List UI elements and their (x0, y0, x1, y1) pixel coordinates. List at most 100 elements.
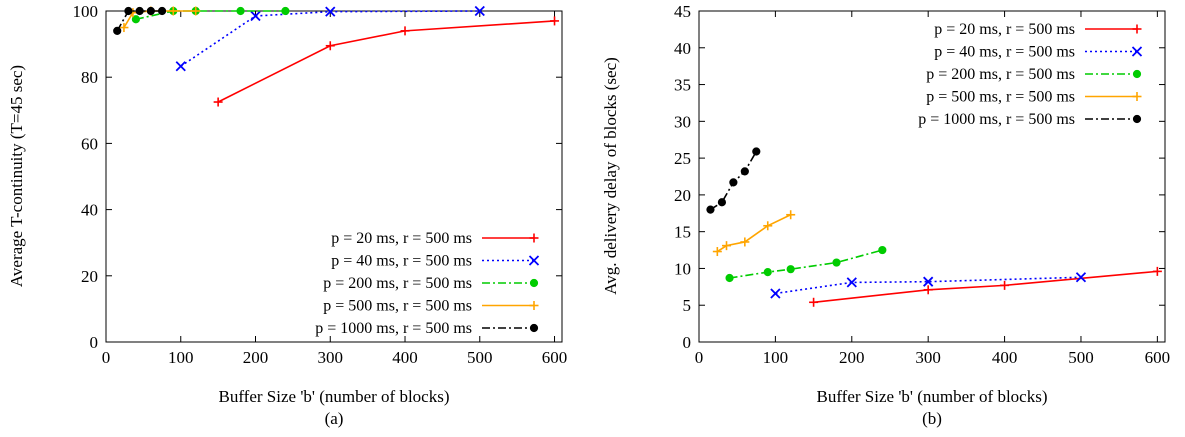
chart-a-x-axis-title: Buffer Size 'b' (number of blocks) (218, 387, 449, 406)
chart-a-data-point (213, 97, 223, 107)
chart-b-data-point (706, 205, 715, 214)
chart-b-data-point (846, 277, 857, 288)
chart-a-y-tick-label: 40 (81, 201, 98, 220)
chart-b-x-tick-label: 100 (763, 348, 789, 367)
chart-a-data-point (281, 6, 290, 16)
chart-b-data-point (729, 178, 738, 187)
chart-b-legend: p = 20 ms, r = 500 ms p = 40 ms, r = 500 … (918, 21, 1143, 128)
chart-a-data-point (550, 16, 560, 26)
chart-a-legend-marker (529, 278, 539, 288)
chart-b-data-point (722, 241, 732, 251)
chart-b-y-tick-label: 0 (683, 333, 692, 352)
chart-a-data-point (400, 26, 410, 36)
chart-b-x-tick-label: 200 (839, 348, 865, 367)
chart-a-data-point (135, 6, 144, 16)
chart-a-series-2 (175, 5, 485, 72)
chart-a-x-tick-label: 0 (102, 348, 111, 367)
chart-b-series-5 (706, 147, 761, 214)
chart-b-data-point (878, 245, 887, 255)
chart-b-y-tick-label: 25 (674, 149, 691, 168)
chart-b-x-tick-label: 300 (915, 348, 941, 367)
chart-b-series-4 (712, 210, 796, 257)
chart-b-series-line (775, 276, 1081, 295)
chart-b-data-point (786, 210, 796, 220)
chart-b-data-point (1152, 266, 1162, 276)
chart-a-legend-label: p = 20 ms, r = 500 ms (331, 230, 472, 247)
chart-a-y-tick-label: 100 (73, 2, 99, 21)
chart-a-y-tick-label: 60 (81, 134, 98, 153)
chart-b-data-point (923, 276, 934, 287)
chart-b-x-axis-title: Buffer Size 'b' (number of blocks) (816, 387, 1047, 406)
chart-a-data-point (236, 6, 245, 16)
chart-a-data-point (325, 41, 335, 51)
chart-a-y-axis-title: Average T-continuity (T=45 sec) (7, 65, 26, 287)
chart-a-data-point (250, 10, 261, 22)
chart-a-legend-marker (529, 301, 539, 310)
chart-b-data-point (717, 198, 727, 207)
chart-a-legend-marker (528, 255, 540, 266)
chart-b-legend-marker (1132, 24, 1142, 34)
chart-a-x-tick-label: 100 (168, 348, 194, 367)
chart-b-series-3 (725, 245, 887, 283)
chart-a-x-tick-label: 200 (243, 348, 269, 367)
chart-a-data-point (175, 61, 186, 72)
chart-b-data-point (740, 237, 750, 247)
chart-a-y-tick-label: 20 (81, 267, 98, 286)
chart-a-legend-label: p = 1000 ms, r = 500 ms (315, 320, 472, 337)
chart-b-data-point (786, 265, 795, 274)
chart-a-x-tick-label: 500 (467, 348, 493, 367)
chart-b-legend-marker (1132, 114, 1142, 124)
chart-b-plot: 0 100 200 300 400 500 600 0 5 10 15 20 25 30 35 40 45 p =… (674, 2, 1170, 367)
chart-b-legend-label: p = 20 ms, r = 500 ms (934, 21, 1075, 38)
chart-b-data-point (752, 147, 761, 156)
chart-b-sub-label: (b) (922, 409, 942, 428)
chart-b-legend-label: p = 1000 ms, r = 500 ms (918, 111, 1075, 128)
chart-b-legend-marker (1131, 46, 1143, 57)
chart-a-y-tick-label: 0 (90, 333, 99, 352)
chart-b-legend-label: p = 500 ms, r = 500 ms (926, 89, 1075, 106)
chart-a-legend-marker (529, 233, 539, 243)
chart-a-x-tick-label: 400 (392, 348, 418, 367)
chart-b-y-tick-label: 35 (674, 76, 691, 95)
chart-a-legend-label: p = 500 ms, r = 500 ms (323, 298, 472, 315)
chart-b-series-line (813, 270, 1158, 304)
chart-b-data-point (763, 221, 773, 231)
chart-b-data-point (832, 258, 841, 267)
chart-a-legend-label: p = 40 ms, r = 500 ms (331, 253, 472, 270)
chart-b-y-tick-label: 20 (674, 186, 691, 205)
chart-a-y-tick-label: 80 (81, 68, 98, 87)
chart-b-y-axis-title: Avg. delivery delay of blocks (sec) (601, 57, 620, 295)
chart-b-data-point (712, 247, 722, 257)
chart-b-y-tick-label: 40 (674, 39, 691, 58)
chart-a-data-point (113, 26, 122, 35)
chart-b-data-point (923, 285, 933, 295)
chart-b-plot-frame (698, 10, 1166, 343)
chart-a-series-1 (213, 16, 560, 107)
chart-a-data-point (474, 5, 485, 17)
chart-a-series-5 (113, 6, 167, 35)
chart-b-y-tick-label: 5 (683, 296, 692, 315)
chart-b-legend-marker (1132, 92, 1142, 101)
chart-a-legend: p = 20 ms, r = 500 ms p = 40 ms, r = 500 … (315, 230, 540, 337)
chart-a-legend-label: p = 200 ms, r = 500 ms (323, 275, 472, 292)
chart-b-x-tick-label: 0 (695, 348, 704, 367)
chart-b-y-tick-label: 45 (674, 2, 691, 21)
chart-b-y-tick-label: 30 (674, 112, 691, 131)
chart-b-series-2 (770, 272, 1087, 299)
chart-a-series-line (217, 20, 555, 103)
chart-b-y-tick-label: 10 (674, 259, 691, 278)
chart-a: 0 100 200 300 400 500 600 0 20 40 60 80 100 p = 20 ms… (7, 2, 568, 428)
chart-b-x-tick-label: 400 (992, 348, 1018, 367)
chart-b-series-line (729, 249, 883, 279)
chart-a-data-point (131, 15, 141, 24)
chart-a-plot: 0 100 200 300 400 500 600 0 20 40 60 80 100 p = 20 ms… (73, 2, 568, 367)
chart-a-legend-marker (529, 323, 539, 333)
chart-a-series-line (180, 10, 480, 67)
chart-a-plot-frame (105, 10, 563, 343)
chart-b-series-1 (809, 266, 1162, 307)
chart-b-x-tick-label: 500 (1068, 348, 1094, 367)
chart-b-legend-marker (1132, 69, 1142, 79)
chart-b-data-point (1075, 272, 1087, 283)
chart-a-data-point (191, 6, 201, 16)
chart-a-data-point (146, 6, 155, 16)
